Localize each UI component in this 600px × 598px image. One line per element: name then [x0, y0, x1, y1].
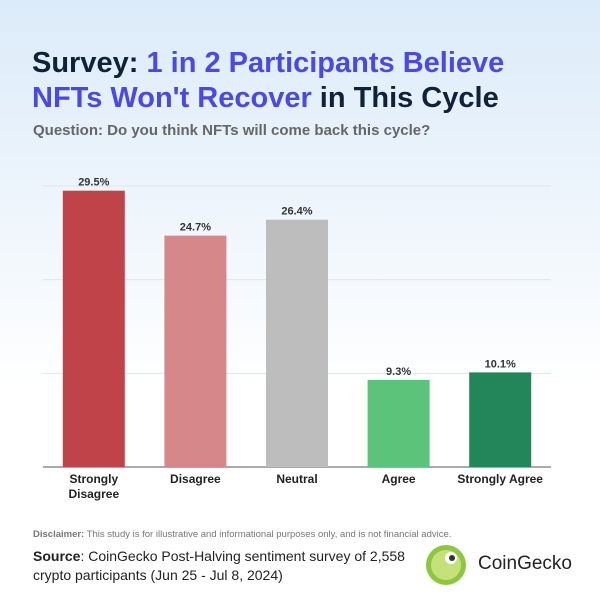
value-label: 9.3%: [386, 366, 411, 378]
x-tick-label: Strongly Agree: [457, 472, 543, 486]
disclaimer-text: This study is for illustrative and infor…: [86, 529, 452, 540]
source-label: Source: [33, 548, 81, 564]
subtitle: Question: Do you think NFTs will come ba…: [33, 122, 431, 139]
x-tick-label: Agree: [381, 472, 416, 486]
value-label: 10.1%: [485, 358, 516, 370]
brand: CoinGecko: [478, 553, 572, 574]
bar: [367, 379, 430, 467]
value-label: 29.5%: [78, 177, 109, 189]
x-tick-label: Neutral: [276, 472, 318, 486]
disclaimer: Disclaimer: This study is for illustrati…: [33, 529, 451, 540]
disclaimer-label: Disclaimer:: [33, 529, 85, 540]
title-segment: 1 in 2 Participants Believe NFTs Won't R…: [32, 47, 505, 114]
bar: [164, 235, 227, 467]
source: Source: CoinGecko Post-Halving sentiment…: [33, 547, 413, 585]
bar: [266, 219, 328, 467]
title-segment: in This Cycle: [311, 82, 499, 114]
title-segment: Survey:: [32, 47, 147, 79]
source-text: : CoinGecko Post-Halving sentiment surve…: [33, 548, 405, 583]
bar: [62, 190, 125, 467]
value-label: 26.4%: [281, 206, 312, 218]
chart-title: Survey: 1 in 2 Participants Believe NFTs…: [32, 46, 572, 116]
value-label: 24.7%: [180, 222, 211, 234]
bar: [469, 372, 532, 467]
x-tick-label: Strongly Disagree: [68, 472, 120, 501]
x-tick-label: Disagree: [170, 472, 221, 486]
